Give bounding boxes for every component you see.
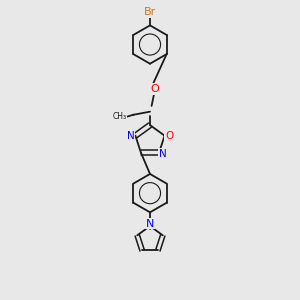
Text: O: O <box>150 84 159 94</box>
Text: Br: Br <box>144 7 156 17</box>
Text: N: N <box>146 218 154 229</box>
Text: N: N <box>159 149 167 159</box>
Text: CH₃: CH₃ <box>112 112 127 121</box>
Text: N: N <box>127 131 134 141</box>
Text: O: O <box>165 131 173 141</box>
